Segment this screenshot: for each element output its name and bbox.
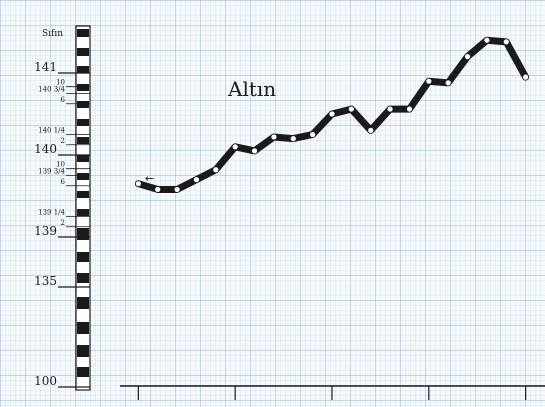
data-point [232, 144, 238, 150]
y-tick-label: 139 [34, 224, 57, 238]
data-point [290, 136, 296, 142]
y-tick-label: 2 [61, 219, 65, 227]
y-tick-label: 140 1/4 [38, 127, 65, 135]
y-tick-label: 6 [61, 96, 66, 104]
data-point [445, 80, 451, 86]
y-axis-segment [77, 66, 89, 73]
data-point [271, 134, 277, 140]
y-tick-label: 139 1/4 [38, 209, 65, 217]
data-point [426, 78, 432, 84]
y-axis-segment [77, 29, 89, 37]
y-axis-segment [77, 48, 89, 56]
y-axis-segment [77, 273, 89, 283]
y-axis-segment [77, 84, 89, 91]
chart-title: Altın [227, 77, 276, 101]
y-axis-bar [75, 25, 91, 391]
data-point [251, 148, 258, 154]
data-point [406, 106, 413, 112]
data-point [464, 54, 471, 60]
y-tick-label: 140 3/4 [38, 86, 65, 94]
y-tick-label: 100 [34, 374, 57, 388]
y-tick-label: 2 [61, 137, 65, 145]
y-tick-label: 135 [34, 274, 57, 288]
y-axis-segment [77, 155, 89, 162]
y-axis-segment [77, 209, 89, 216]
y-axis-segment [77, 228, 89, 240]
data-point [348, 106, 354, 112]
data-point [387, 106, 393, 112]
y-tick-label: 139 3/4 [38, 168, 65, 176]
start-annotation: ← [145, 172, 154, 185]
data-point [523, 74, 529, 80]
data-point [155, 186, 161, 193]
markers [135, 37, 529, 193]
y-axis-segment [77, 191, 89, 198]
data-point [135, 181, 141, 187]
y-tick-label: 10 [56, 79, 65, 87]
data-point [368, 127, 374, 133]
y-axis-segment [77, 173, 89, 180]
y-tick-label: 140 [34, 142, 57, 156]
y-axis-segment [77, 345, 89, 357]
y-axis-segment [77, 322, 89, 334]
y-tick-label: 141 [34, 60, 57, 74]
data-point [503, 39, 509, 45]
data-point [213, 167, 219, 173]
y-axis-segment [77, 137, 89, 144]
data-point [193, 177, 200, 183]
y-axis-segment [77, 252, 89, 262]
data-point [310, 131, 316, 138]
y-tick-label: 10 [56, 161, 65, 169]
y-axis-segment [77, 101, 89, 108]
y-axis-segment [77, 119, 89, 126]
data-point [329, 111, 335, 117]
y-axis-segment [77, 297, 89, 309]
data-point [174, 186, 180, 193]
y-tick-label: 6 [61, 178, 66, 186]
data-point [484, 37, 490, 43]
y-axis-label: Sıfın [42, 29, 63, 39]
x-axis [120, 385, 545, 400]
y-axis-segment [77, 367, 89, 377]
